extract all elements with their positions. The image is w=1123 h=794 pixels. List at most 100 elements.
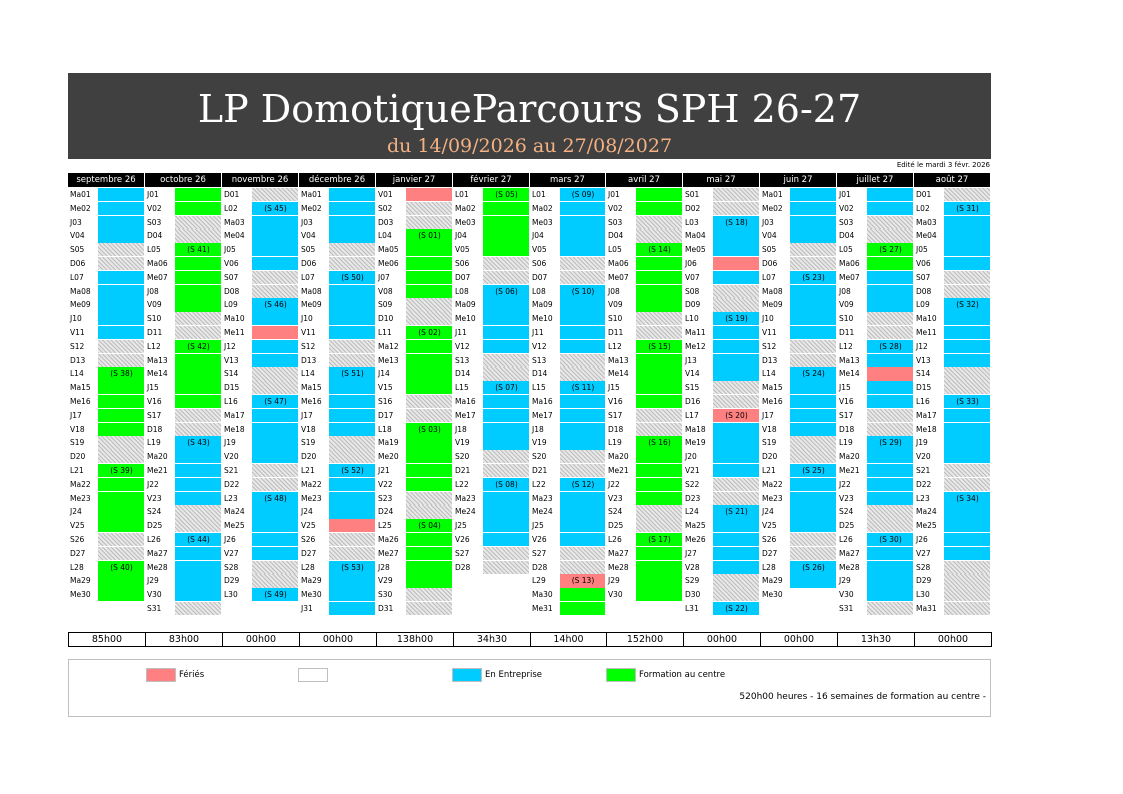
day-status-cell (790, 326, 836, 341)
day-status-cell (560, 477, 605, 493)
day-label: S08 (683, 284, 713, 299)
day-status-cell (636, 546, 682, 562)
day-label: J12 (914, 339, 944, 354)
day-status-cell (867, 339, 913, 355)
day-status-cell (175, 201, 221, 217)
day-status-cell (406, 602, 452, 617)
hours-summary: 520h00 heures - 16 semaines de formation… (739, 692, 986, 702)
day-status-cell (636, 450, 682, 465)
day-label: V06 (914, 257, 944, 271)
week-number: (S 27) (879, 245, 902, 255)
day-label: S23 (376, 491, 406, 506)
day-status-cell (560, 408, 605, 424)
day-label: S19 (68, 436, 98, 451)
week-number: (S 06) (495, 286, 518, 296)
day-label: Ma13 (837, 353, 867, 368)
day-status-cell (329, 464, 375, 479)
day-label: J31 (299, 602, 329, 616)
day-status-cell (252, 464, 298, 479)
day-label: V09 (145, 298, 175, 313)
day-status-cell (175, 257, 221, 272)
day-label: Me17 (453, 408, 483, 423)
day-status-cell (790, 298, 836, 313)
day-label: V13 (914, 353, 944, 368)
day-label: S13 (453, 353, 483, 368)
day-label: S12 (760, 339, 790, 354)
day-status-cell (713, 533, 759, 548)
day-label: V05 (530, 243, 560, 258)
day-label: S14 (222, 367, 252, 382)
edit-date: Edité le mardi 3 févr. 2026 (896, 161, 990, 169)
day-status-cell (252, 533, 298, 548)
day-label: Ma12 (376, 339, 406, 354)
day-label: V11 (760, 326, 790, 340)
day-status-cell (944, 395, 990, 410)
day-label: S30 (376, 588, 406, 603)
day-status-cell (944, 436, 990, 451)
day-label: S20 (453, 450, 483, 465)
day-label: Ma16 (453, 395, 483, 409)
week-number: (S 32) (956, 300, 979, 310)
day-label: Me26 (683, 533, 713, 547)
day-label: V09 (837, 298, 867, 313)
day-status-cell (98, 588, 144, 603)
day-status-cell (406, 284, 452, 299)
day-status-cell (329, 284, 375, 299)
day-label: J21 (376, 464, 406, 478)
day-status-cell (636, 215, 682, 230)
day-status-cell (252, 519, 298, 534)
day-label: V20 (914, 450, 944, 465)
day-status-cell (483, 395, 529, 410)
day-status-cell (175, 326, 221, 341)
week-number: (S 44) (187, 535, 210, 544)
day-status-cell (483, 188, 529, 203)
day-label: Ma23 (453, 491, 483, 506)
legend-label: Formation au centre (639, 670, 726, 680)
day-label: V16 (837, 395, 867, 409)
week-number: (S 31) (956, 203, 979, 213)
day-label: J15 (606, 381, 636, 396)
day-status-cell (560, 464, 605, 479)
day-status-cell (790, 546, 836, 562)
month-total: 00h00 (914, 632, 992, 647)
day-label: J19 (222, 436, 252, 451)
day-status-cell (252, 381, 298, 396)
day-status-cell (944, 505, 990, 520)
date-range: du 14/09/2026 au 27/08/2027 (386, 135, 673, 157)
day-label: Ma15 (299, 381, 329, 396)
day-label: D14 (530, 367, 560, 382)
day-label: L03 (683, 215, 713, 230)
day-status-cell (98, 519, 144, 534)
day-label: J05 (222, 243, 252, 258)
day-label: L31 (683, 602, 713, 616)
day-status-cell (98, 229, 144, 244)
day-status-cell (560, 257, 605, 272)
week-number: (S 52) (341, 466, 364, 475)
day-status-cell (98, 188, 144, 203)
day-status-cell (406, 215, 452, 230)
month-header: décembre 26 (299, 173, 376, 187)
day-label: D20 (760, 450, 790, 465)
day-status-cell (175, 533, 221, 548)
day-label: L19 (145, 436, 175, 451)
day-label: Me16 (68, 395, 98, 409)
day-status-cell (329, 505, 375, 520)
day-status-cell (560, 353, 605, 368)
day-status-cell (175, 422, 221, 437)
month-total: 00h00 (299, 632, 377, 647)
day-label: Me02 (68, 201, 98, 216)
day-status-cell (636, 312, 682, 327)
day-label: V15 (376, 381, 406, 396)
day-status-cell (944, 450, 990, 465)
day-status-cell (636, 505, 682, 520)
day-label: J08 (145, 284, 175, 299)
day-label: L05 (606, 243, 636, 258)
day-label: V30 (606, 588, 636, 603)
day-label: L10 (683, 312, 713, 327)
day-status-cell (560, 436, 605, 451)
day-label: L09 (914, 298, 944, 313)
day-label: J08 (606, 284, 636, 299)
day-label: L30 (914, 588, 944, 603)
day-status-cell (790, 395, 836, 410)
day-status-cell (790, 519, 836, 534)
